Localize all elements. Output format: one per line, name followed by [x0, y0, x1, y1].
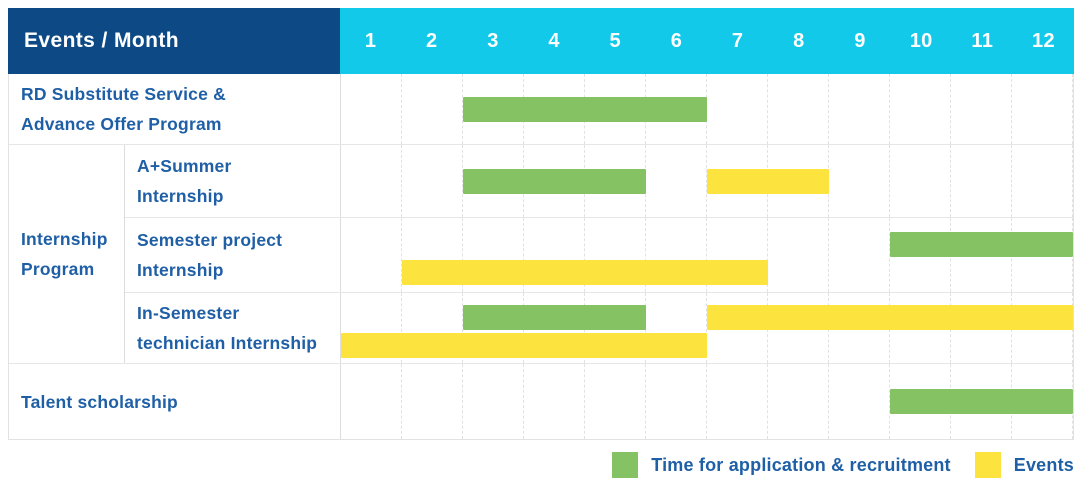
row-label-line: In-Semester — [137, 303, 240, 323]
month-cell-1 — [341, 364, 402, 439]
month-cell-6 — [646, 218, 707, 292]
timeline — [340, 218, 1073, 292]
row-label-line: Advance Offer Program — [21, 114, 222, 134]
yellow-gantt-bar — [707, 305, 1073, 330]
row-label-rd-substitute-service: RD Substitute Service & Advance Offer Pro… — [9, 74, 340, 144]
month-header-8: 8 — [793, 29, 805, 52]
legend-label-events: Events — [1013, 454, 1074, 475]
month-cell-6 — [646, 364, 707, 439]
month-header-2: 2 — [426, 29, 438, 52]
month-cell-2 — [402, 74, 463, 144]
month-cell-12 — [1012, 145, 1073, 217]
green-swatch-icon — [612, 452, 639, 478]
month-cell-1 — [341, 145, 402, 217]
header-title: Events / Month — [24, 29, 179, 52]
table-header-row: Events / Month 1 2 3 4 5 6 7 8 9 10 11 12 — [8, 8, 1074, 74]
timeline — [340, 74, 1073, 144]
month-cell-10 — [890, 145, 951, 217]
row-label-a-plus-summer-internship: A+Summer Internship — [125, 145, 340, 217]
month-cell-12 — [1012, 74, 1073, 144]
header-label-cell: Events / Month — [8, 8, 340, 74]
month-cell-9 — [829, 145, 890, 217]
yellow-gantt-bar — [402, 260, 768, 285]
month-header-7: 7 — [731, 29, 744, 52]
table-body: RD Substitute Service & Advance Offer Pro… — [8, 74, 1074, 440]
green-gantt-bar — [890, 389, 1073, 414]
row-label-line: Internship — [21, 229, 108, 249]
timeline — [340, 364, 1073, 439]
row-label-talent-scholarship: Talent scholarship — [9, 364, 340, 439]
row-label-line: Internship — [137, 186, 224, 206]
month-cell-5 — [585, 364, 646, 439]
row-label-line: Semester project — [137, 230, 283, 250]
month-header-12: 12 — [1032, 29, 1055, 52]
green-gantt-bar — [463, 168, 646, 194]
month-cell-8 — [768, 218, 829, 292]
month-cell-7 — [707, 364, 768, 439]
yellow-gantt-bar — [707, 168, 829, 194]
month-cell-7 — [707, 218, 768, 292]
month-cell-6 — [646, 145, 707, 217]
row-a-plus-summer-internship: A+Summer Internship — [125, 145, 1073, 218]
month-cell-2 — [402, 145, 463, 217]
month-cell-2 — [402, 218, 463, 292]
month-header-5: 5 — [609, 29, 621, 52]
month-header-11: 11 — [971, 29, 994, 52]
timeline — [340, 293, 1073, 363]
row-label-line: Internship — [137, 260, 224, 280]
month-cell-1 — [341, 293, 402, 363]
row-label-line: Program — [21, 259, 95, 279]
month-header-6: 6 — [670, 29, 683, 52]
month-header-1: 1 — [364, 29, 377, 52]
header-months-strip: 1 2 3 4 5 6 7 8 9 10 11 12 — [340, 8, 1074, 74]
row-label-in-semester-technician-internship: In-Semester technician Internship — [125, 293, 340, 363]
legend-label-application: Time for application & recruitment — [651, 454, 951, 475]
row-semester-project-internship: Semester project Internship — [125, 218, 1073, 293]
month-cell-6 — [646, 293, 707, 363]
month-cell-2 — [402, 293, 463, 363]
month-cell-9 — [829, 364, 890, 439]
yellow-gantt-bar — [341, 333, 707, 358]
month-cell-1 — [341, 74, 402, 144]
month-cell-11 — [951, 74, 1012, 144]
group-row-internship-program: Internship Program A+Summer Internship Semes… — [9, 145, 1073, 364]
row-label-line: RD Substitute Service & — [21, 84, 226, 104]
month-cell-8 — [768, 364, 829, 439]
month-cell-1 — [341, 218, 402, 292]
row-label-line: technician Internship — [137, 333, 318, 353]
month-cell-5 — [585, 218, 646, 292]
row-label-semester-project-internship: Semester project Internship — [125, 218, 340, 292]
timeline — [340, 145, 1073, 217]
green-gantt-bar — [463, 305, 646, 330]
month-cell-7 — [707, 74, 768, 144]
month-header-4: 4 — [548, 29, 560, 52]
group-label-internship-program: Internship Program — [9, 145, 124, 363]
green-gantt-bar — [463, 96, 707, 122]
month-cell-8 — [768, 74, 829, 144]
row-in-semester-technician-internship: In-Semester technician Internship — [125, 293, 1073, 363]
row-label-line: A+Summer — [137, 156, 232, 176]
month-cell-3 — [463, 364, 524, 439]
month-header-3: 3 — [487, 29, 499, 52]
month-cell-10 — [890, 74, 951, 144]
legend: Time for application & recruitment Event… — [612, 452, 1074, 478]
month-cell-9 — [829, 74, 890, 144]
month-cell-11 — [951, 145, 1012, 217]
month-cell-9 — [829, 218, 890, 292]
group-children-internship-program: A+Summer Internship Semester project Intern… — [124, 145, 1073, 363]
legend-item-events: Events — [974, 452, 1074, 478]
row-talent-scholarship: Talent scholarship — [9, 364, 1073, 439]
month-cell-2 — [402, 364, 463, 439]
month-cell-3 — [463, 218, 524, 292]
row-rd-substitute-service: RD Substitute Service & Advance Offer Pro… — [9, 74, 1073, 145]
month-cell-4 — [524, 218, 585, 292]
month-header-9: 9 — [854, 29, 866, 52]
month-header-10: 10 — [909, 29, 933, 52]
yellow-swatch-icon — [974, 452, 1001, 478]
green-gantt-bar — [890, 232, 1073, 257]
legend-item-application: Time for application & recruitment — [612, 452, 951, 478]
month-cell-4 — [524, 364, 585, 439]
row-label-line: Talent scholarship — [21, 391, 178, 412]
events-month-gantt-table: Events / Month 1 2 3 4 5 6 7 8 9 10 11 12 RD Substi… — [8, 8, 1074, 440]
